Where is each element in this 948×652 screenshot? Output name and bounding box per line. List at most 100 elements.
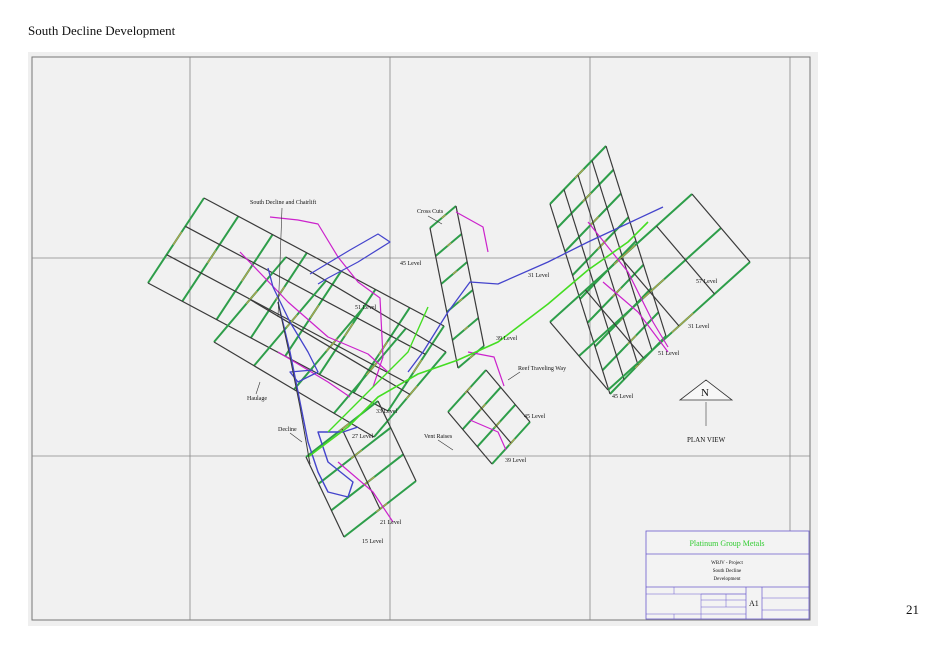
special-workings [239,206,669,523]
raise [574,168,585,179]
dip-line [341,428,381,510]
dip-line [249,298,411,396]
chairlift [277,301,311,465]
raise [642,278,665,299]
raise [441,214,446,219]
level-label: 51 Level [658,351,679,357]
feature-labels: South Decline and Chairlift Cross Cuts R… [247,199,566,451]
dip-line [429,227,459,369]
level-label: 27 Level [352,434,373,440]
company-name: Platinum Group Metals [689,539,764,548]
level-label: 31 Level [688,324,709,330]
raise [452,270,458,275]
raise [479,403,486,411]
north-label: N [701,387,709,399]
decline-label: Decline [278,427,297,433]
level-label: 31 Level [528,273,549,279]
dip-line [591,160,653,351]
dip-line [656,225,715,295]
dip-line [377,400,417,482]
drawing-frame [31,56,811,621]
dip-line [620,257,680,327]
sheet-size: A1 [749,599,759,608]
dip-line [185,225,426,355]
dip-line [447,411,493,465]
raise [245,290,258,305]
mine-plan-drawing: 45 Level 51 Level 33 Level 27 Level 21 L… [28,52,818,626]
raise [634,358,645,369]
level-label: 45 Level [524,414,545,420]
raise [376,502,388,513]
level-label: 51 Level [355,305,376,311]
raise [412,359,423,374]
raise [338,422,350,433]
reef-traveling-way-label: Reef Traveling Way [518,365,566,372]
decline [407,206,664,373]
dip-line [466,390,512,444]
development-mesh [147,145,751,538]
decline [277,301,359,498]
main-haulage [327,306,429,433]
level-label: 45 Level [612,394,633,400]
dip-line [605,145,667,337]
coordinate-grid [32,57,810,620]
raise [493,421,501,429]
raise [350,449,363,459]
raise [464,386,472,394]
cross-cuts-label: Cross Cuts [417,209,444,215]
dip-line [305,456,345,538]
cross-cut [277,351,351,398]
raise [363,476,375,486]
raise [597,240,607,250]
raise [458,298,463,303]
raise [671,312,694,333]
dip-line [691,193,751,263]
decline-ramp [267,267,319,383]
raise [344,323,354,337]
vent-raises-label: Vent Raises [424,434,453,440]
raise [627,335,637,345]
page-number: 21 [906,602,919,617]
raise [365,361,378,376]
project-line-1: WBJV - Project [711,561,743,566]
project-line-3: Development [714,577,742,582]
north-arrow: N PLAN VIEW [678,379,734,444]
cross-cut [337,461,394,523]
dip-line [213,341,375,438]
mine-plan-svg: 45 Level 51 Level 33 Level 27 Level 21 L… [31,56,811,621]
dip-line [563,189,625,380]
decline-ramp [309,233,391,285]
raise [469,354,474,359]
south-decline-label: South Decline and Chairlift [250,199,316,206]
raise [613,244,636,265]
plan-view-label: PLAN VIEW [687,436,726,444]
level-label: 21 Level [380,520,401,526]
dip-line [455,205,485,347]
main-haulage [307,221,649,458]
raise [206,249,217,264]
document-title: South Decline Development [28,23,176,38]
cross-cut [602,281,669,353]
north-arrow-icon [678,379,734,401]
dip-line [585,289,644,359]
raise [589,216,600,226]
project-line-2: South Decline [713,569,742,574]
raise [309,304,320,319]
raise [508,438,516,446]
level-label: 33 Level [376,409,397,415]
dip-line [485,369,531,423]
raise [612,287,622,298]
level-label: 39 Level [496,336,517,342]
raise [463,326,469,331]
haulage-label: Haulage [247,396,267,402]
title-block: Platinum Group Metals WBJV - Project Sou… [645,530,810,620]
cross-cut [469,419,507,451]
cross-cut [455,211,489,253]
cross-cut [587,221,669,348]
level-label: 15 Level [362,539,383,545]
dip-line [203,197,445,327]
dip-line [166,254,407,384]
dip-line [549,321,609,391]
level-label: 45 Level [400,261,421,267]
raise [582,192,592,203]
